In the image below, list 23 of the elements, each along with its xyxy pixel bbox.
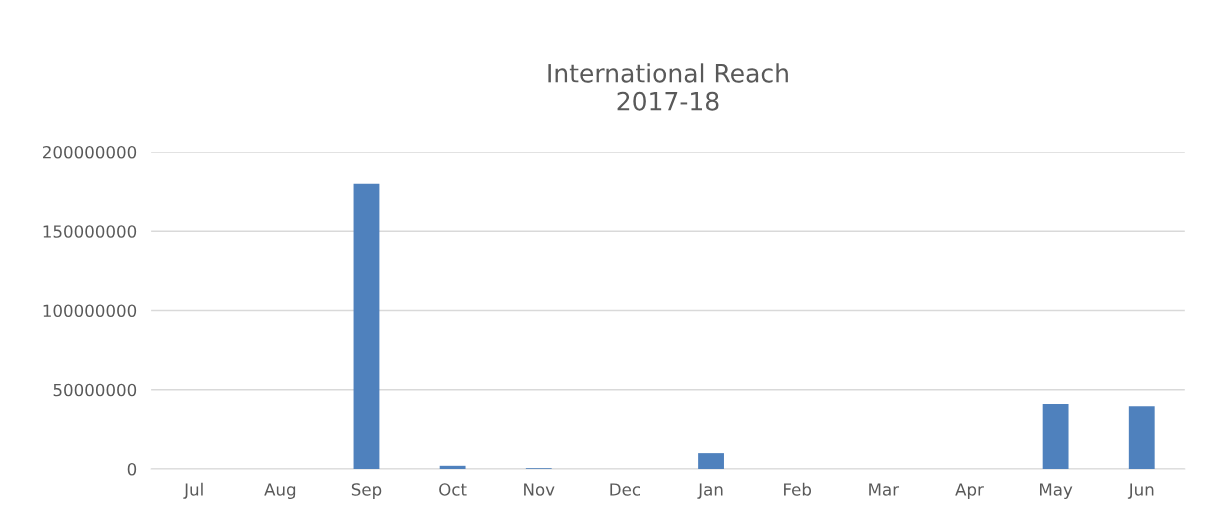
y-tick-label: 200000000: [43, 145, 137, 159]
y-tick-label: 50000000: [53, 383, 137, 397]
x-tick-label: Oct: [439, 483, 467, 496]
x-tick-label: Mar: [869, 483, 900, 496]
x-tick-label: Sep: [351, 483, 382, 499]
y-tick-label: 100000000: [43, 304, 137, 318]
x-tick-label: Apr: [955, 483, 984, 499]
bar: [1042, 403, 1069, 469]
x-tick-label: Jul: [183, 482, 203, 499]
bar: [439, 465, 466, 469]
bar: [353, 183, 380, 469]
x-tick-label: Feb: [784, 482, 812, 496]
y-tick-label: 0: [127, 462, 137, 476]
x-tick-label: Jun: [1127, 483, 1154, 499]
chart-title: International Reach 2017-18: [548, 63, 788, 111]
bar: [698, 453, 724, 469]
y-tick-label: 150000000: [43, 225, 137, 238]
bar: [1128, 406, 1155, 469]
x-tick-label: May: [1040, 483, 1073, 499]
x-tick-label: Nov: [524, 483, 555, 496]
x-tick-label: Dec: [610, 483, 640, 496]
x-tick-label: Jan: [697, 483, 723, 499]
x-tick-label: Aug: [264, 483, 296, 499]
